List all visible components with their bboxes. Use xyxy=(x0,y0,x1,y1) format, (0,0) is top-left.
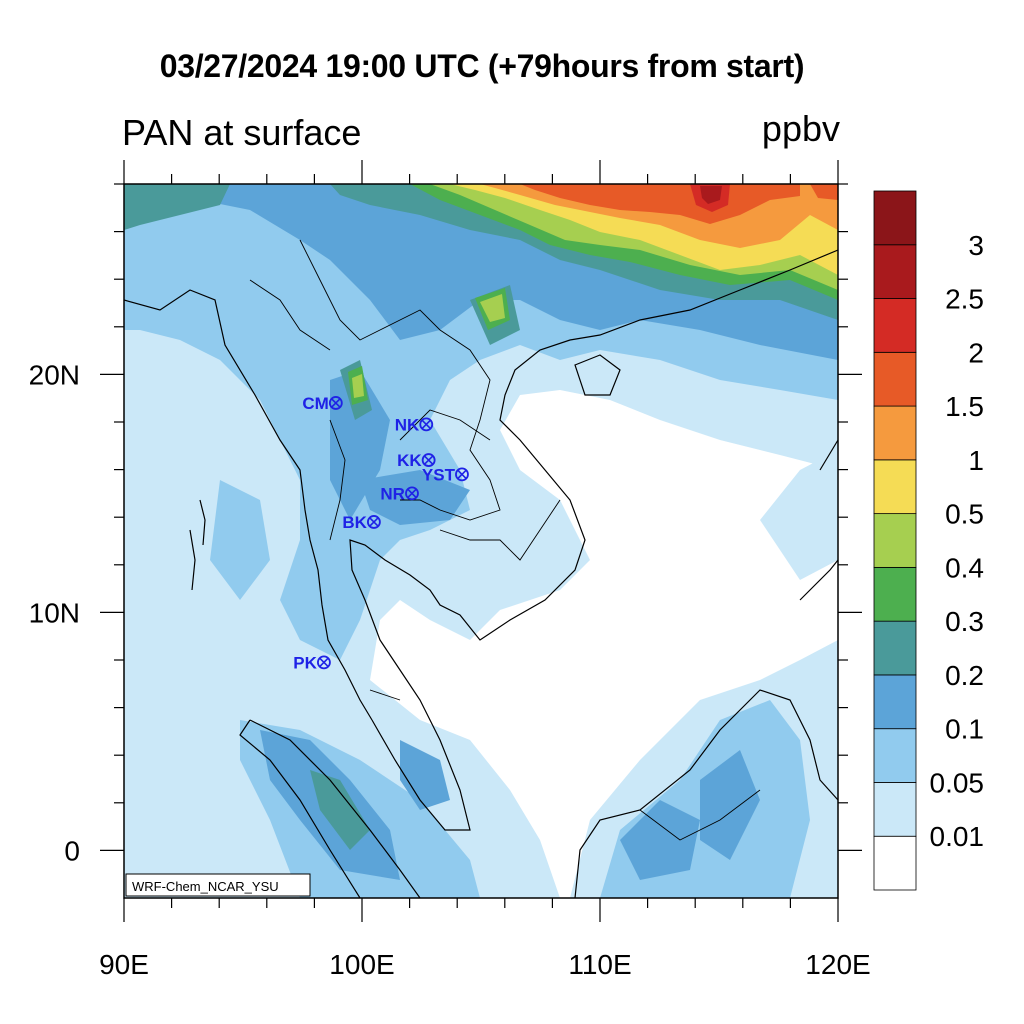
colorbar-level-label: 2 xyxy=(968,337,984,368)
station-kk: KK xyxy=(397,451,436,470)
y-tick-label: 0 xyxy=(64,835,80,866)
x-tick-label: 120E xyxy=(805,949,870,980)
station-cm: CM xyxy=(302,394,343,413)
station-nr: NR xyxy=(380,484,419,503)
colorbar-level-label: 3 xyxy=(968,230,984,261)
colorbar-level-label: 0.05 xyxy=(930,767,985,798)
colorbar-swatch xyxy=(873,190,917,246)
variable-label: PAN at surface xyxy=(122,112,362,153)
axis-ticks xyxy=(100,160,862,922)
station-yst: YST xyxy=(422,465,469,484)
station-marker-cross xyxy=(457,469,467,480)
colorbar-level-label: 0.01 xyxy=(930,821,985,852)
colorbar-swatch xyxy=(873,298,917,353)
station-marker-cross xyxy=(369,517,379,527)
map-title: 03/27/2024 19:00 UTC (+79hours from star… xyxy=(159,48,805,84)
station-marker-cross xyxy=(319,657,329,668)
x-tick-label: 100E xyxy=(329,949,394,980)
model-credit: WRF-Chem_NCAR_YSU xyxy=(132,879,279,894)
station-marker-cross xyxy=(331,398,341,408)
station-label: BK xyxy=(342,513,367,532)
station-marker-cross xyxy=(407,488,417,499)
station-label: YST xyxy=(422,465,456,484)
x-tick-label: 110E xyxy=(568,949,631,980)
station-label: KK xyxy=(397,451,422,470)
colorbar: 0.01 0.05 0.1 0.2 0.3 0.4 0.5 1 1.5 2 2.5 3 xyxy=(873,190,985,891)
station-bk: BK xyxy=(342,513,381,532)
station-marker-icon xyxy=(317,655,331,670)
y-tick-label: 10N xyxy=(29,597,80,628)
x-tick-label: 90E xyxy=(99,949,149,980)
colorbar-level-label: 0.5 xyxy=(945,499,984,530)
station-marker-icon xyxy=(421,453,436,467)
colorbar-level-label: 0.2 xyxy=(945,660,984,691)
station-label: PK xyxy=(293,653,317,672)
station-marker-icon xyxy=(455,467,469,482)
units-label: ppbv xyxy=(761,108,840,149)
station-label: NK xyxy=(395,415,420,434)
colorbar-swatch xyxy=(873,566,917,622)
coastlines xyxy=(124,239,838,898)
station-marker-icon xyxy=(419,417,434,432)
colorbar-swatch xyxy=(873,244,917,299)
station-nk: NK xyxy=(395,415,434,434)
station-marker-icon xyxy=(405,486,419,501)
station-marker-cross xyxy=(421,419,432,430)
station-pk: PK xyxy=(293,653,331,672)
colorbar-swatch xyxy=(873,728,917,783)
station-marker-cross xyxy=(423,455,434,465)
station-label: NR xyxy=(380,484,405,503)
colorbar-swatch xyxy=(873,513,917,568)
map-frame xyxy=(123,183,839,899)
colorbar-level-label: 0.4 xyxy=(945,552,984,583)
station-marker-icon xyxy=(328,396,343,410)
colorbar-swatch xyxy=(873,459,917,515)
credit-box: WRF-Chem_NCAR_YSU xyxy=(125,873,311,897)
station-marker-icon xyxy=(366,515,381,529)
colorbar-level-label: 2.5 xyxy=(945,284,984,315)
pan-concentration-field xyxy=(124,184,838,898)
y-tick-label: 20N xyxy=(29,359,80,390)
colorbar-swatch xyxy=(873,351,917,407)
axis-labels: 90E 100E 110E 120E 20N 10N 0 xyxy=(29,359,871,980)
colorbar-swatch xyxy=(873,674,917,730)
colorbar-level-label: 0.3 xyxy=(945,606,984,637)
colorbar-swatch xyxy=(873,782,917,837)
colorbar-swatch xyxy=(873,405,917,461)
colorbar-swatch xyxy=(873,835,917,891)
station-label: CM xyxy=(302,394,328,413)
colorbar-level-label: 1.5 xyxy=(945,391,984,422)
colorbar-swatch xyxy=(873,620,917,676)
colorbar-level-label: 1 xyxy=(968,445,984,476)
colorbar-level-label: 0.1 xyxy=(945,714,984,745)
